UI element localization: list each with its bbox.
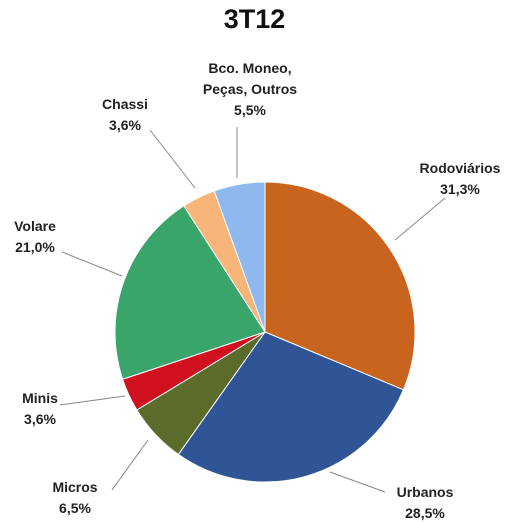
value-label: 31,3%	[440, 181, 480, 197]
category-label: Rodoviários	[419, 160, 501, 176]
leaders	[59, 127, 446, 493]
leader-line	[61, 251, 123, 277]
pie-slice	[114, 205, 266, 380]
category-label: Micros	[52, 479, 98, 495]
value-label: 3,6%	[109, 117, 141, 133]
value-label: 3,6%	[24, 411, 56, 427]
leader-line	[59, 395, 126, 406]
category-label: Volare	[14, 218, 56, 234]
chart-title: 3T12	[223, 4, 286, 34]
leader-line	[394, 197, 446, 241]
pie-slice	[177, 331, 405, 483]
category-label: Bco. Moneo, Peças, Outros	[202, 60, 298, 97]
leader-line	[149, 129, 196, 189]
value-label: 28,5%	[405, 505, 445, 521]
category-label: Chassi	[102, 96, 148, 112]
slice-label: Chassi 3,6%	[102, 94, 148, 136]
slice-label: Urbanos 28,5%	[397, 482, 454, 522]
slice-label: Rodoviários 31,3%	[420, 158, 501, 200]
pie-slice	[213, 181, 266, 333]
value-label: 6,5%	[59, 500, 91, 516]
leader-line	[329, 471, 386, 493]
leader-line	[111, 439, 149, 491]
slice-label: Micros 6,5%	[52, 477, 97, 519]
category-label: Urbanos	[396, 484, 454, 500]
slice-label: Volare 21,0%	[14, 216, 56, 258]
value-label: 21,0%	[15, 239, 55, 255]
category-label: Minis	[22, 390, 58, 406]
slice-label: Bco. Moneo, Peças, Outros 5,5%	[188, 58, 313, 121]
slice-label: Minis 3,6%	[22, 388, 58, 430]
pie-slice	[264, 181, 416, 391]
value-label: 5,5%	[234, 102, 266, 118]
